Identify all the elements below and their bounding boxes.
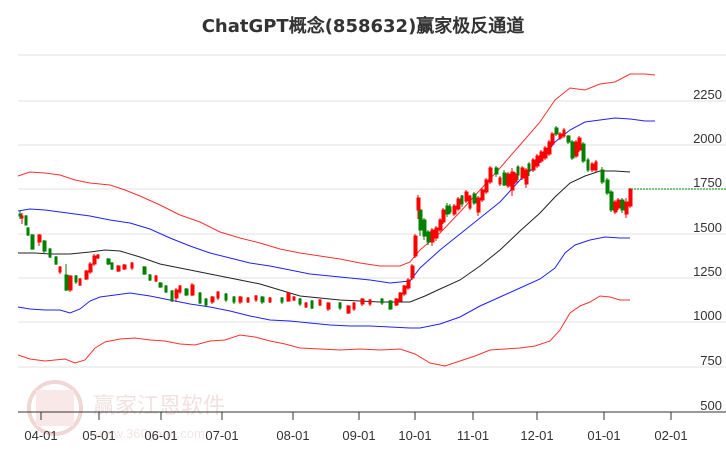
svg-text:04-01: 04-01 — [24, 428, 57, 443]
watermark-brand: 赢家江恩软件 — [93, 394, 225, 419]
svg-text:01-01: 01-01 — [587, 428, 620, 443]
upper-outer-band — [17, 73, 656, 267]
watermark-url: www.360gann.com — [94, 426, 205, 441]
svg-text:1000: 1000 — [693, 308, 722, 323]
x-axis: 04-01 05-01 06-01 07-01 08-01 09-01 10-0… — [18, 411, 726, 443]
svg-text:500: 500 — [700, 398, 722, 413]
watermark: 赢家江恩软件 www.360gann.com — [27, 380, 225, 441]
chart-title: ChatGPT概念(858632)赢家极反通道 — [201, 16, 525, 37]
svg-text:1750: 1750 — [693, 175, 722, 190]
svg-text:1500: 1500 — [693, 220, 722, 235]
svg-text:08-01: 08-01 — [276, 428, 309, 443]
svg-text:11-01: 11-01 — [457, 428, 489, 443]
grid — [18, 54, 726, 368]
svg-text:12-01: 12-01 — [520, 428, 553, 443]
upper-inner-band — [17, 117, 655, 284]
svg-text:750: 750 — [700, 353, 722, 368]
svg-text:07-01: 07-01 — [205, 428, 238, 443]
svg-text:10-01: 10-01 — [398, 428, 431, 443]
svg-text:1250: 1250 — [693, 264, 722, 279]
y-axis-labels: 2250 2000 1750 1500 1250 1000 750 500 — [693, 87, 722, 413]
middle-band — [18, 170, 631, 303]
svg-text:02-01: 02-01 — [654, 428, 687, 443]
svg-text:2250: 2250 — [693, 87, 722, 102]
lower-inner-band — [17, 236, 630, 329]
candlesticks — [18, 126, 633, 314]
svg-text:05-01: 05-01 — [82, 428, 115, 443]
svg-text:09-01: 09-01 — [342, 428, 375, 443]
svg-text:06-01: 06-01 — [144, 428, 177, 443]
svg-text:2000: 2000 — [693, 131, 722, 146]
lower-outer-band — [17, 295, 630, 367]
